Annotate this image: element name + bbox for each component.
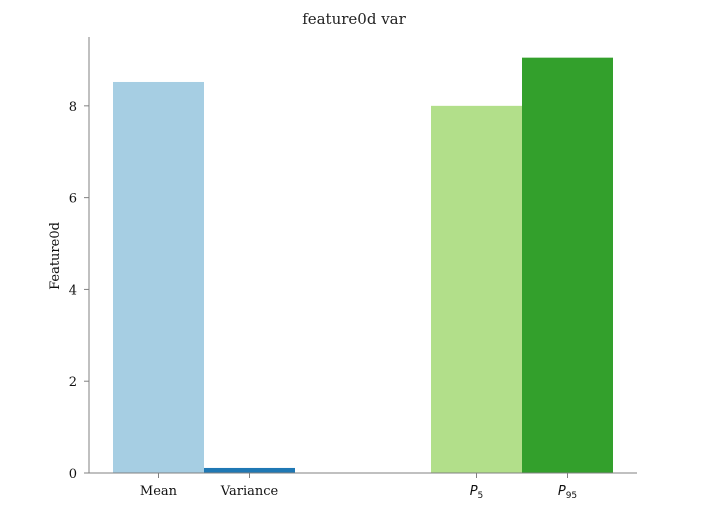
- bar-p5: [431, 105, 522, 473]
- x-tick-label: Mean: [140, 484, 178, 499]
- bar-variance: [204, 467, 295, 473]
- y-axis-label: Feature0d: [48, 222, 63, 290]
- bars-group: [113, 57, 613, 474]
- y-tick-label: 8: [69, 100, 77, 115]
- y-tick-label: 0: [69, 467, 77, 482]
- bar-mean: [113, 81, 204, 474]
- x-tick-label: P95: [558, 484, 577, 501]
- y-tick-label: 6: [69, 192, 77, 207]
- chart-title: feature0d var: [302, 10, 406, 28]
- x-tick-label: Variance: [220, 484, 279, 499]
- y-ticks-group: 0 2 4 6 8: [69, 100, 89, 482]
- x-ticks-group: Mean Variance P5 P95: [140, 473, 577, 501]
- y-tick-label: 2: [69, 375, 77, 390]
- bar-p95: [522, 57, 613, 474]
- y-tick-label: 4: [69, 283, 77, 298]
- x-tick-label: P5: [470, 484, 484, 501]
